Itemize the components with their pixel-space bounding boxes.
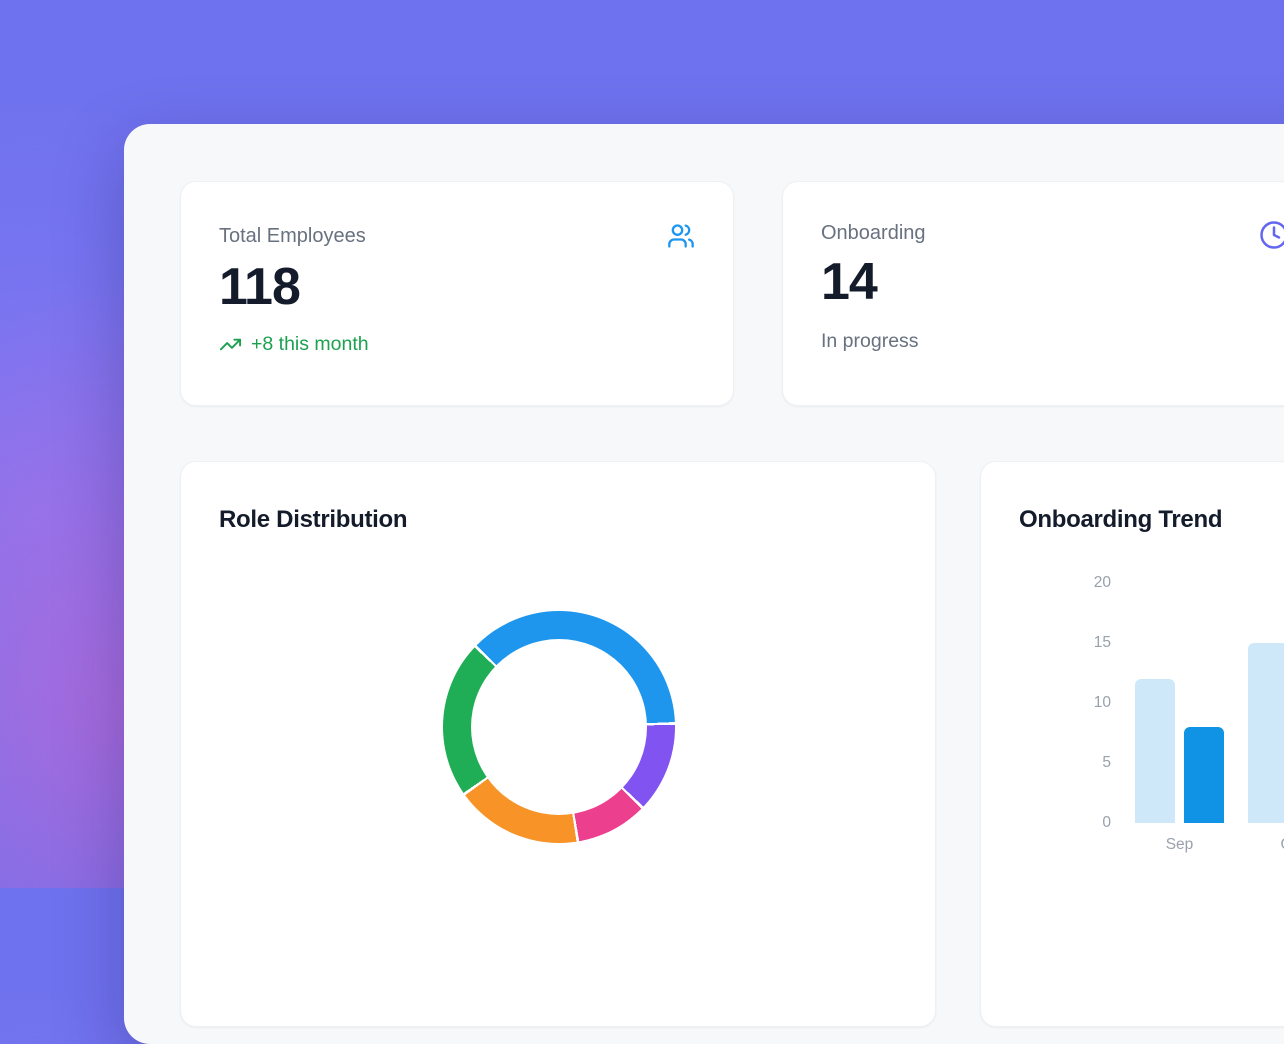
stat-trend: +8 this month <box>219 333 695 356</box>
y-axis-tick-label: 15 <box>981 633 1111 653</box>
clock-icon <box>1259 220 1284 250</box>
y-axis-tick-label: 20 <box>981 573 1111 593</box>
y-axis-tick-label: 0 <box>981 813 1111 833</box>
users-icon <box>667 222 695 250</box>
y-axis-tick-label: 10 <box>981 693 1111 713</box>
stat-card-onboarding: Onboarding 14 In progress <box>782 181 1284 406</box>
stat-value: 14 <box>821 255 1284 310</box>
trending-up-icon <box>219 333 242 356</box>
dashboard-page: { "theme": { "page_bg": "#6F72EE", "pane… <box>0 0 1284 888</box>
stat-card-header: Total Employees <box>219 222 695 250</box>
bar-sep-series-1[interactable] <box>1135 679 1175 823</box>
stat-value: 118 <box>219 260 695 315</box>
role-distribution-donut-chart[interactable] <box>443 611 675 843</box>
stat-trend-label: +8 this month <box>251 333 369 356</box>
bar-sep-series-2[interactable] <box>1184 727 1224 823</box>
stat-label: Total Employees <box>219 225 366 248</box>
stat-subtext: In progress <box>821 330 1284 353</box>
role-distribution-card: Role Distribution <box>180 461 936 1027</box>
x-axis-category-label: Oct <box>1248 836 1284 854</box>
y-axis-tick-label: 5 <box>981 753 1111 773</box>
onboarding-trend-bar-chart[interactable]: 0 5 10 15 20 Sep Oct <box>981 462 1284 1026</box>
donut-hole <box>471 639 647 815</box>
stat-card-total-employees: Total Employees 118 +8 this month <box>180 181 734 406</box>
stat-label: Onboarding <box>821 222 926 245</box>
dashboard-panel: Total Employees 118 +8 this month <box>124 124 1284 1044</box>
x-axis-category-label: Sep <box>1135 836 1225 854</box>
card-title: Role Distribution <box>219 506 935 534</box>
onboarding-trend-card: Onboarding Trend 05101520SepOct <box>980 461 1284 1027</box>
bar-oct-series-1[interactable] <box>1248 643 1284 823</box>
stat-card-header: Onboarding <box>821 222 1284 245</box>
